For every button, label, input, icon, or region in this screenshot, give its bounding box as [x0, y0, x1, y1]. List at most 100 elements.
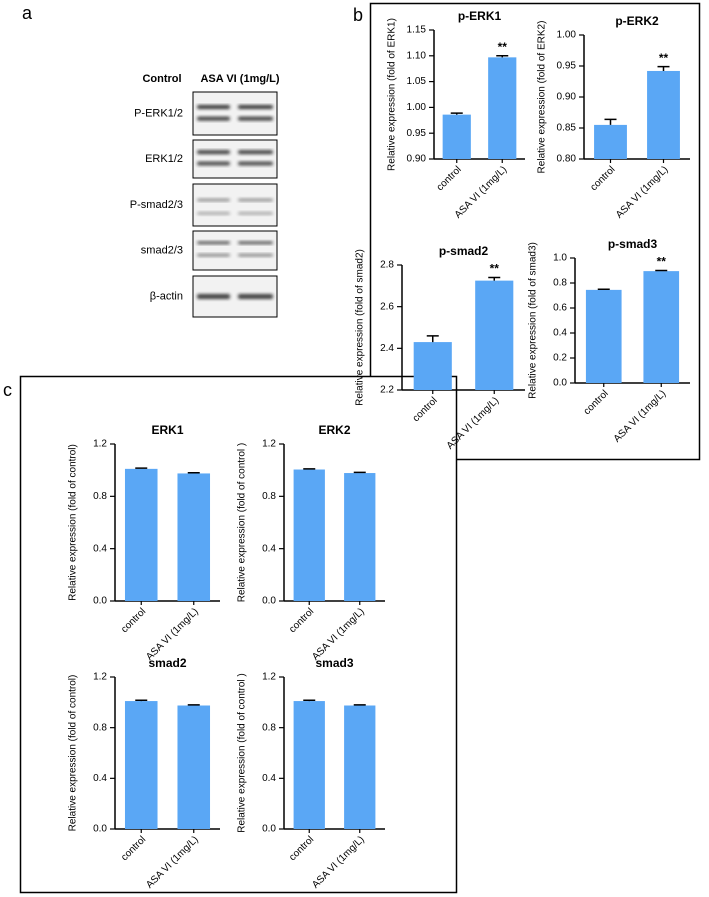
blot-strip [192, 91, 278, 136]
y-axis-label: Relative expression (fold of control) [68, 444, 79, 601]
blot-band [197, 253, 230, 257]
significance-label: ** [498, 40, 508, 54]
blot-band [238, 253, 273, 257]
blot-band [238, 241, 273, 245]
y-axis-label: Relative expression (fold of smad2) [355, 249, 366, 406]
y-axis-label: Relative expression (fold of ERK2) [537, 21, 548, 174]
error-bar [187, 704, 200, 706]
western-blot: Control ASA VI (1mg/L) P-ERK1/2 ERK1/2 P-s… [130, 73, 280, 318]
error-bar [597, 288, 610, 290]
chart-title: p-smad3 [608, 237, 658, 251]
y-tick-label: 2.8 [380, 260, 394, 271]
bar [177, 473, 211, 601]
y-tick-label: 1.2 [262, 672, 276, 683]
x-tick-label: control [582, 388, 611, 417]
bar [344, 473, 376, 601]
blot-band [197, 105, 230, 110]
y-tick-label: 0.0 [553, 378, 567, 389]
blot-band [238, 150, 273, 155]
blot-strip [192, 139, 278, 179]
y-tick-label: 0.2 [553, 353, 567, 364]
bar-chart: p-ERK2 Relative expression (fold of ERK2)… [537, 14, 690, 221]
panel-label: a [22, 3, 33, 23]
error-bar [657, 65, 670, 71]
y-tick-label: 0.4 [553, 328, 567, 339]
bar [124, 701, 158, 829]
y-tick-label: 1.2 [93, 439, 107, 450]
bar [488, 57, 517, 159]
y-tick-label: 0.95 [407, 128, 427, 139]
y-tick-label: 0.8 [553, 278, 567, 289]
y-tick-label: 0.0 [93, 596, 107, 607]
significance-label: ** [657, 255, 667, 269]
y-tick-label: 1.2 [93, 672, 107, 683]
blot-row-label: P-ERK1/2 [134, 107, 183, 119]
bar [293, 469, 325, 601]
significance-label: ** [490, 262, 500, 276]
y-tick-label: 0.90 [407, 154, 427, 165]
blot-band [197, 198, 230, 202]
bar [594, 124, 627, 159]
error-bar [450, 112, 463, 115]
error-bar [135, 467, 148, 469]
error-bar [426, 335, 439, 343]
chart-title: p-ERK2 [615, 14, 659, 28]
chart-title: ERK2 [318, 423, 350, 437]
blot-band [238, 161, 273, 166]
panel-label: b [353, 5, 363, 25]
y-tick-label: 0.8 [262, 491, 276, 502]
bar-chart: ERK1 Relative expression (fold of control… [68, 423, 220, 663]
bar [124, 468, 158, 601]
error-bar [604, 118, 617, 125]
y-tick-label: 1.0 [553, 253, 567, 264]
blot-row-label: smad2/3 [141, 244, 183, 256]
blot-band [197, 294, 230, 299]
y-axis-label: Relative expression (fold of smad3) [528, 242, 539, 399]
y-tick-label: 0.8 [262, 722, 276, 733]
y-tick-label: 1.2 [262, 439, 276, 450]
panel-b-frame [369, 2, 701, 461]
y-tick-label: 2.4 [380, 343, 394, 354]
y-tick-label: 0.4 [93, 543, 107, 554]
panel-label: c [3, 380, 12, 400]
error-bar [496, 55, 509, 58]
error-bar [303, 468, 316, 470]
chart-title: p-smad2 [439, 244, 489, 258]
chart-title: ERK1 [151, 423, 183, 437]
error-bar [655, 269, 668, 272]
y-tick-label: 0.90 [557, 92, 577, 103]
y-tick-label: 0.8 [93, 491, 107, 502]
y-tick-label: 1.10 [407, 50, 427, 61]
blot-band [238, 116, 273, 121]
bar [344, 705, 376, 829]
y-tick-label: 0.6 [553, 303, 567, 314]
x-tick-label: control [435, 164, 464, 193]
y-tick-label: 0.4 [262, 543, 276, 554]
y-tick-label: 0.80 [557, 154, 577, 165]
y-tick-label: 0.0 [262, 824, 276, 835]
bar-chart: p-smad3 Relative expression (fold of smad… [528, 237, 690, 445]
y-axis-label: Relative expression (fold of ERK1) [387, 18, 398, 171]
x-tick-label: ASA VI (1mg/L) [612, 388, 669, 445]
chart-title: p-ERK1 [458, 9, 502, 23]
y-tick-label: 2.2 [380, 385, 394, 396]
blot-band [238, 211, 273, 215]
x-tick-label: ASA VI (1mg/L) [614, 164, 671, 221]
blot-band [197, 161, 230, 166]
blot-band [197, 116, 230, 121]
blot-band [197, 241, 230, 245]
blot-band [197, 150, 230, 155]
blot-column-label: Control [142, 73, 181, 85]
blot-band [238, 294, 273, 299]
y-tick-label: 1.00 [557, 30, 577, 41]
y-tick-label: 2.6 [380, 301, 394, 312]
bar [475, 280, 514, 390]
error-bar [135, 699, 148, 702]
blot-row-label: β-actin [150, 290, 183, 302]
x-tick-label: control [588, 164, 617, 193]
blot-column-label: ASA VI (1mg/L) [200, 73, 279, 85]
y-tick-label: 0.85 [557, 123, 577, 134]
y-tick-label: 0.0 [262, 596, 276, 607]
y-axis-label: Relative expression (fold of control ) [237, 673, 248, 833]
